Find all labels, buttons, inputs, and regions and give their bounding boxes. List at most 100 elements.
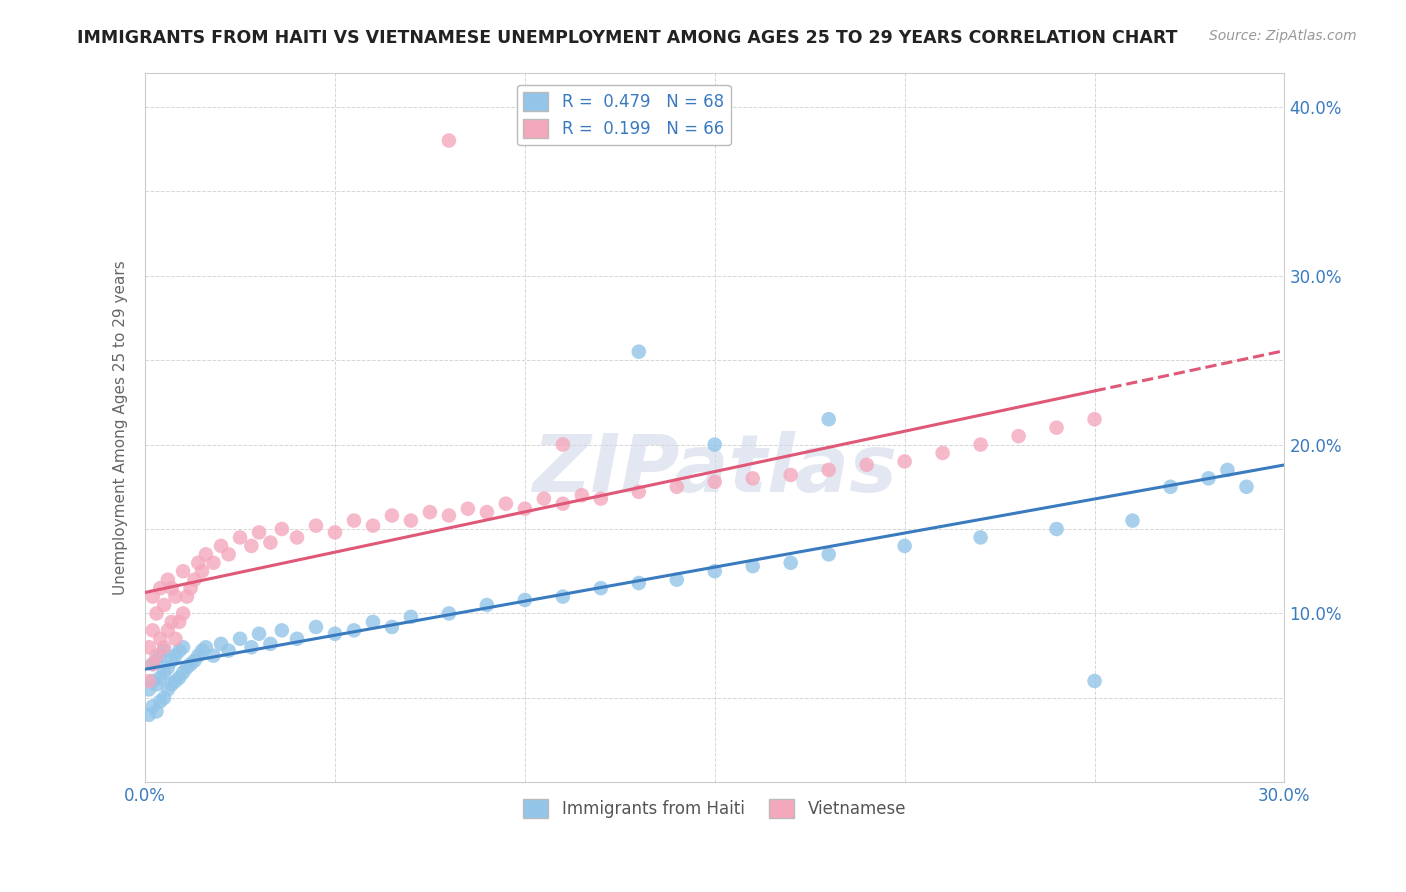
Point xyxy=(187,556,209,570)
Point xyxy=(703,564,725,578)
Point xyxy=(361,615,384,629)
Point xyxy=(145,607,167,621)
Point xyxy=(187,648,209,663)
Point xyxy=(551,590,574,604)
Point xyxy=(172,607,194,621)
Point xyxy=(1045,522,1067,536)
Point xyxy=(627,576,650,591)
Point xyxy=(160,654,183,668)
Point xyxy=(138,707,160,722)
Point xyxy=(142,657,165,672)
Point xyxy=(142,657,165,672)
Point xyxy=(240,640,263,655)
Point xyxy=(513,593,536,607)
Point xyxy=(589,491,612,506)
Point xyxy=(551,437,574,451)
Point xyxy=(156,573,179,587)
Point xyxy=(381,508,404,523)
Point xyxy=(779,556,801,570)
Point xyxy=(229,531,252,545)
Point xyxy=(893,539,915,553)
Point xyxy=(240,539,263,553)
Point xyxy=(194,640,217,655)
Point xyxy=(138,640,160,655)
Point xyxy=(209,637,232,651)
Point xyxy=(180,581,202,595)
Point xyxy=(513,501,536,516)
Point xyxy=(259,535,281,549)
Point xyxy=(149,648,172,663)
Point xyxy=(165,648,187,663)
Point xyxy=(1121,514,1143,528)
Point xyxy=(191,564,214,578)
Point xyxy=(931,446,953,460)
Point xyxy=(817,547,839,561)
Point xyxy=(165,590,187,604)
Point xyxy=(343,624,366,638)
Point xyxy=(381,620,404,634)
Point xyxy=(149,671,172,685)
Point xyxy=(191,643,214,657)
Point xyxy=(1216,463,1239,477)
Point xyxy=(156,624,179,638)
Point xyxy=(169,671,191,685)
Point xyxy=(259,637,281,651)
Point xyxy=(156,660,179,674)
Point xyxy=(176,660,198,674)
Point xyxy=(145,677,167,691)
Point xyxy=(703,437,725,451)
Point xyxy=(1159,480,1181,494)
Point xyxy=(495,497,517,511)
Point xyxy=(589,581,612,595)
Point xyxy=(156,682,179,697)
Point xyxy=(149,632,172,646)
Point xyxy=(172,564,194,578)
Point xyxy=(893,454,915,468)
Point xyxy=(437,607,460,621)
Point xyxy=(270,522,292,536)
Point xyxy=(202,648,225,663)
Point xyxy=(138,673,160,688)
Point xyxy=(399,610,422,624)
Point xyxy=(160,581,183,595)
Point xyxy=(169,643,191,657)
Text: Source: ZipAtlas.com: Source: ZipAtlas.com xyxy=(1209,29,1357,43)
Point xyxy=(475,598,498,612)
Point xyxy=(817,412,839,426)
Legend: Immigrants from Haiti, Vietnamese: Immigrants from Haiti, Vietnamese xyxy=(516,792,912,825)
Point xyxy=(1083,673,1105,688)
Point xyxy=(218,547,240,561)
Point xyxy=(149,694,172,708)
Point xyxy=(165,632,187,646)
Point xyxy=(457,501,479,516)
Point xyxy=(202,556,225,570)
Point xyxy=(627,344,650,359)
Text: ZIPatlas: ZIPatlas xyxy=(533,431,897,509)
Point xyxy=(149,581,172,595)
Point xyxy=(969,531,991,545)
Point xyxy=(305,620,328,634)
Point xyxy=(285,531,308,545)
Point xyxy=(419,505,441,519)
Point xyxy=(194,547,217,561)
Point xyxy=(779,467,801,482)
Point xyxy=(533,491,555,506)
Point xyxy=(247,525,270,540)
Point xyxy=(142,624,165,638)
Point xyxy=(665,480,688,494)
Point xyxy=(229,632,252,646)
Point xyxy=(142,590,165,604)
Point xyxy=(475,505,498,519)
Y-axis label: Unemployment Among Ages 25 to 29 years: Unemployment Among Ages 25 to 29 years xyxy=(114,260,128,595)
Point xyxy=(180,657,202,672)
Point xyxy=(183,573,205,587)
Point xyxy=(153,598,176,612)
Point xyxy=(172,665,194,680)
Point xyxy=(305,518,328,533)
Point xyxy=(285,632,308,646)
Point xyxy=(551,497,574,511)
Point xyxy=(741,471,763,485)
Point xyxy=(209,539,232,553)
Point xyxy=(323,525,346,540)
Point xyxy=(183,654,205,668)
